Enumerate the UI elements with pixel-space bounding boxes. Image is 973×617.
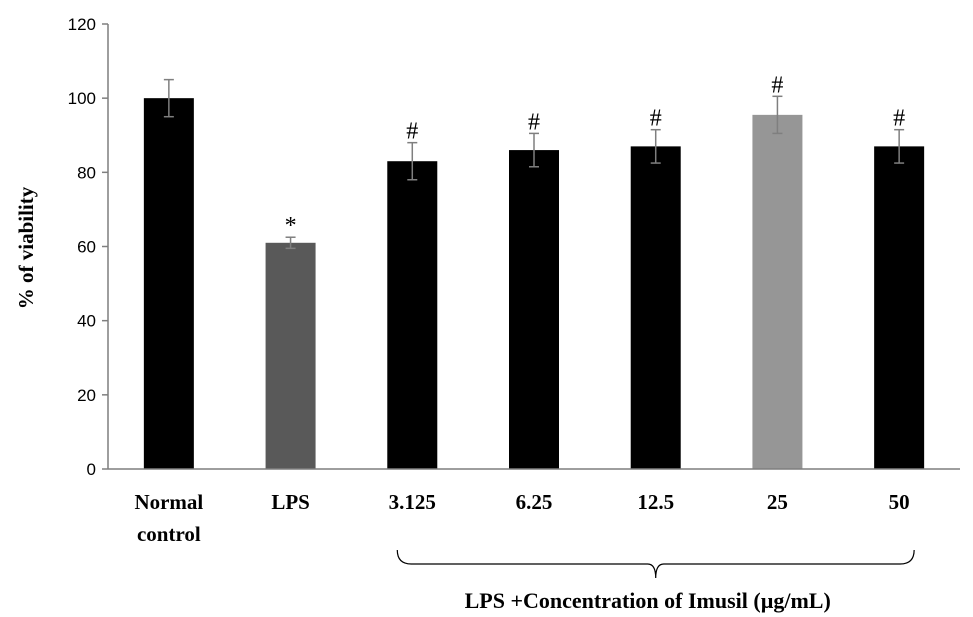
error-bar [407, 141, 418, 181]
y-axis-label: % of viability [14, 186, 38, 309]
x-tick-label: LPS [271, 490, 310, 514]
y-tick-label: 80 [77, 163, 96, 182]
x-tick-label: 25 [767, 490, 788, 514]
error-bar [772, 95, 783, 135]
x-tick-label: control [137, 522, 201, 546]
y-tick-label: 100 [68, 89, 96, 108]
error-bar [894, 128, 905, 164]
bar [752, 114, 803, 470]
y-tick-label: 40 [77, 312, 96, 331]
significance-mark: # [528, 109, 540, 135]
group-label: LPS +Concentration of Imusil (µg/mL) [465, 588, 831, 613]
significance-mark: * [285, 213, 297, 239]
significance-mark: # [406, 119, 418, 145]
x-tick-label: 12.5 [637, 490, 674, 514]
significance-mark: # [771, 72, 783, 98]
y-tick-label: 0 [87, 460, 96, 479]
significance-mark: # [893, 106, 905, 132]
x-tick-label: 50 [889, 490, 910, 514]
error-bar [285, 236, 296, 250]
group-bracket: LPS +Concentration of Imusil (µg/mL) [396, 549, 915, 613]
x-tick-label: 3.125 [389, 490, 436, 514]
y-tick-label: 20 [77, 386, 96, 405]
group-brace [396, 549, 915, 579]
error-bar [529, 132, 539, 168]
bar [630, 146, 681, 469]
bar [265, 242, 316, 469]
y-tick-label: 120 [68, 15, 96, 34]
x-tick-label: 6.25 [516, 490, 553, 514]
x-axis: Normal control LPS 3.125 6.25 12.5 25 50 [108, 468, 960, 546]
y-axis: 0 20 40 60 80 100 120 [68, 15, 109, 479]
bar [509, 150, 559, 470]
bar [874, 146, 925, 469]
bar [387, 161, 438, 470]
x-tick-label: Normal [134, 490, 203, 514]
y-tick-label: 60 [77, 238, 96, 257]
significance-mark: # [650, 106, 662, 132]
bars-layer: * # # # # # [143, 72, 925, 470]
bar [143, 98, 194, 470]
error-bar [650, 128, 661, 164]
error-bar [163, 78, 174, 118]
